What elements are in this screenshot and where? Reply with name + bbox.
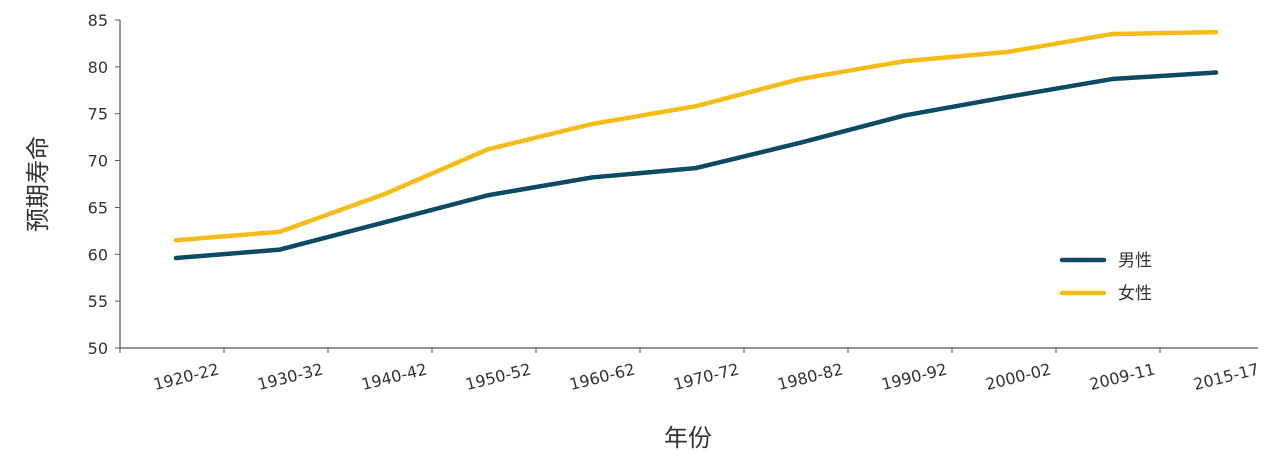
- x-tick-label: 2000-02: [983, 359, 1052, 394]
- data-point: [797, 76, 803, 82]
- legend-label: 女性: [1118, 284, 1152, 304]
- data-point: [901, 113, 907, 118]
- data-point: [901, 59, 907, 64]
- x-tick-label: 1960-62: [567, 359, 636, 394]
- data-point: [381, 220, 387, 225]
- data-point: [277, 229, 283, 234]
- data-point: [173, 238, 179, 243]
- y-tick-label: 60: [88, 245, 108, 264]
- y-axis-title: 预期寿命: [24, 136, 52, 232]
- x-axis-title: 年份: [664, 424, 712, 452]
- x-tick-label: 2009-11: [1087, 359, 1156, 394]
- data-point: [173, 255, 179, 261]
- x-tick-label: 1930-32: [255, 359, 324, 394]
- data-point: [1213, 29, 1219, 35]
- data-point: [589, 121, 595, 127]
- x-tick-label: 2015-17: [1191, 359, 1260, 394]
- y-tick-label: 85: [88, 11, 108, 30]
- data-point: [1109, 76, 1115, 82]
- x-axis-ticks: 1920-22 1930-32 1940-42 1950-52 1960-62 1970-…: [119, 348, 1261, 394]
- data-point: [381, 192, 387, 197]
- x-tick-label: 1990-92: [879, 359, 948, 394]
- series-line-male: [173, 70, 1219, 261]
- data-point: [1109, 31, 1115, 37]
- data-point: [797, 140, 803, 145]
- data-point: [277, 247, 283, 252]
- x-tick-label: 1950-52: [463, 359, 532, 394]
- x-tick-label: 1940-42: [359, 359, 428, 394]
- data-point: [485, 193, 491, 198]
- series-line-female: [173, 29, 1219, 243]
- y-tick-label: 65: [88, 198, 108, 217]
- y-axis-ticks: 50 55 60 65 70 75 80 85: [88, 11, 120, 358]
- data-point: [693, 165, 699, 171]
- data-point: [1005, 49, 1011, 55]
- y-tick-label: 50: [88, 339, 108, 358]
- data-point: [693, 104, 699, 109]
- data-point: [1005, 94, 1011, 100]
- data-point: [1213, 70, 1219, 75]
- y-tick-label: 80: [88, 58, 108, 77]
- data-point: [485, 147, 491, 152]
- y-tick-label: 55: [88, 292, 108, 311]
- series-lines: [173, 29, 1219, 261]
- y-tick-label: 75: [88, 105, 108, 124]
- y-tick-label: 70: [88, 152, 108, 171]
- data-point: [589, 175, 595, 180]
- x-tick-label: 1920-22: [151, 359, 220, 394]
- axes: [119, 20, 1258, 349]
- x-tick-label: 1980-82: [775, 359, 844, 394]
- legend-label: 男性: [1118, 251, 1152, 271]
- x-tick-label: 1970-72: [671, 359, 740, 394]
